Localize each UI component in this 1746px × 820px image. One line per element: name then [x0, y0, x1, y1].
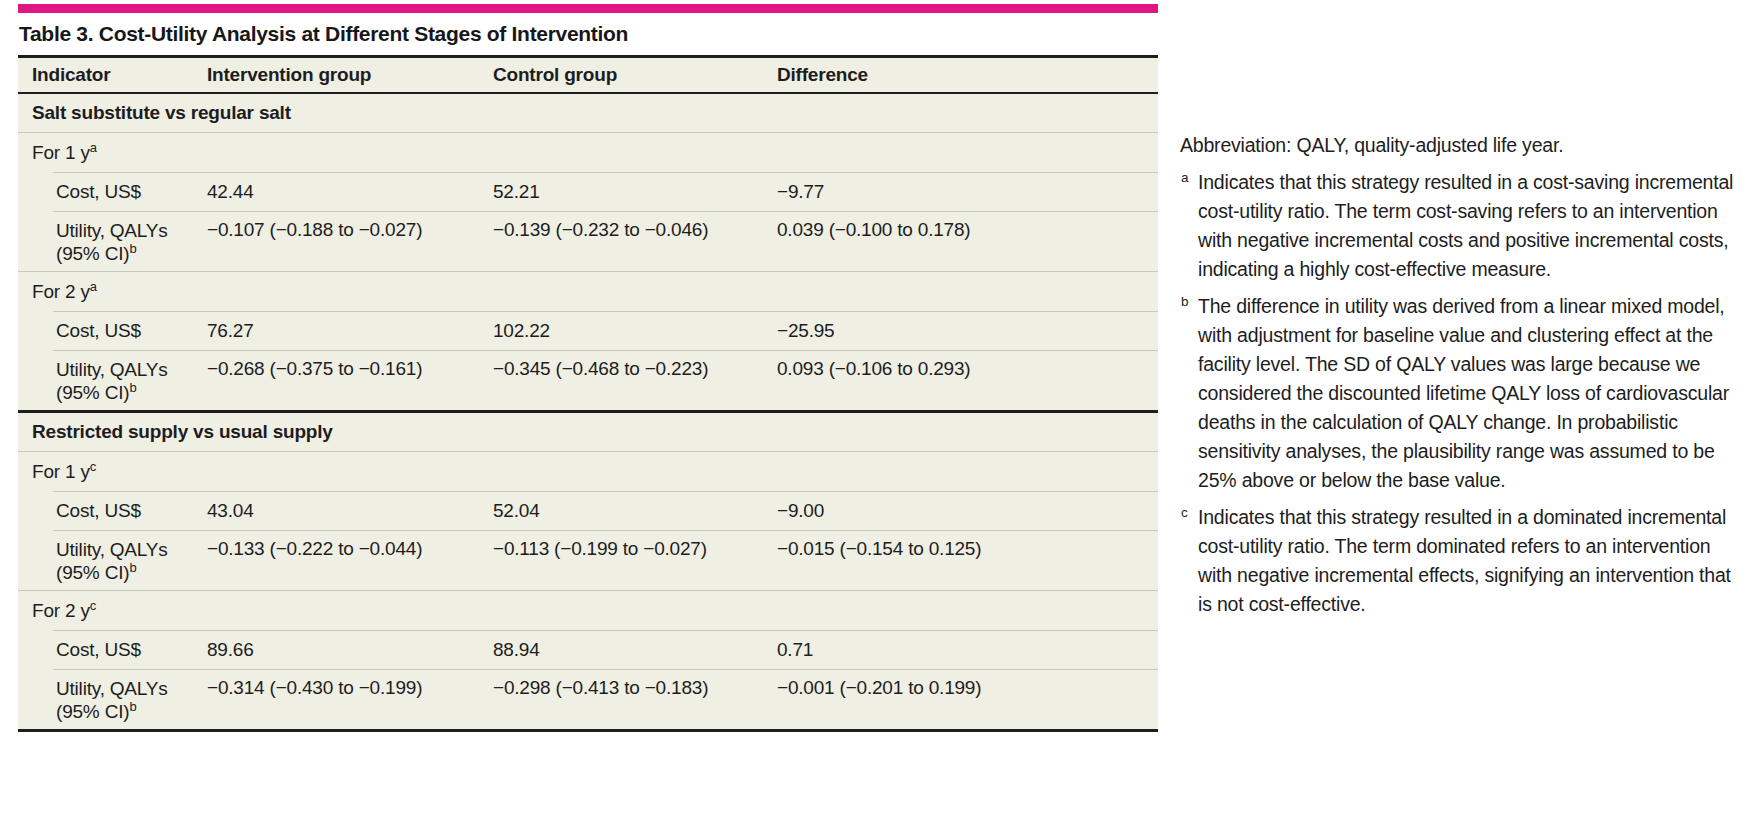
intervention-value-cell: 89.66 — [207, 639, 493, 661]
intervention-value-cell: 42.44 — [207, 181, 493, 203]
period-row: For 1 yc — [18, 452, 1158, 491]
period-row: For 2 ya — [18, 272, 1158, 311]
table-body: Salt substitute vs regular salt For 1 ya C… — [18, 94, 1158, 729]
indicator-cell: Cost, US$ — [18, 639, 207, 661]
table-row: Cost, US$76.27102.22−25.95 — [18, 312, 1158, 350]
cost-utility-table: Indicator Intervention group Control gro… — [18, 55, 1158, 732]
intervention-value-cell: 76.27 — [207, 320, 493, 342]
footnote-item: bThe difference in utility was derived f… — [1180, 292, 1746, 495]
indicator-cell: Utility, QALYs (95% CI)b — [18, 219, 207, 265]
section-header-label: Restricted supply vs usual supply — [18, 421, 1158, 443]
indicator-cell: Cost, US$ — [18, 181, 207, 203]
footnote-marker: a — [1180, 163, 1198, 279]
footnote-text: The difference in utility was derived fr… — [1198, 292, 1746, 495]
control-value-cell: −0.113 (−0.199 to −0.027) — [493, 538, 777, 560]
footnote-text: Indicates that this strategy resulted in… — [1198, 503, 1746, 619]
difference-value-cell: 0.71 — [777, 639, 1158, 661]
table-header-row: Indicator Intervention group Control gro… — [18, 55, 1158, 94]
control-value-cell: −0.345 (−0.468 to −0.223) — [493, 358, 777, 380]
intervention-value-cell: −0.133 (−0.222 to −0.044) — [207, 538, 493, 560]
footnote-item: cIndicates that this strategy resulted i… — [1180, 503, 1746, 619]
section-header-row: Salt substitute vs regular salt — [18, 94, 1158, 132]
intervention-value-cell: −0.268 (−0.375 to −0.161) — [207, 358, 493, 380]
indicator-cell: Utility, QALYs (95% CI)b — [18, 677, 207, 723]
period-label: For 1 yc — [18, 461, 1158, 483]
control-value-cell: 102.22 — [493, 320, 777, 342]
difference-value-cell: −9.00 — [777, 500, 1158, 522]
footnote-list: aIndicates that this strategy resulted i… — [1180, 168, 1746, 619]
footnote-marker: c — [1180, 498, 1198, 614]
difference-value-cell: −25.95 — [777, 320, 1158, 342]
table-row: Utility, QALYs (95% CI)b−0.107 (−0.188 t… — [18, 212, 1158, 271]
intervention-value-cell: −0.107 (−0.188 to −0.027) — [207, 219, 493, 241]
control-value-cell: −0.298 (−0.413 to −0.183) — [493, 677, 777, 699]
indicator-cell: Cost, US$ — [18, 320, 207, 342]
table-row: Cost, US$43.0452.04−9.00 — [18, 492, 1158, 530]
table-row: Utility, QALYs (95% CI)b−0.268 (−0.375 t… — [18, 351, 1158, 410]
indicator-cell: Cost, US$ — [18, 500, 207, 522]
period-row: For 2 yc — [18, 591, 1158, 630]
control-value-cell: 52.21 — [493, 181, 777, 203]
difference-value-cell: 0.093 (−0.106 to 0.293) — [777, 358, 1158, 380]
difference-value-cell: −0.015 (−0.154 to 0.125) — [777, 538, 1158, 560]
section-header-label: Salt substitute vs regular salt — [18, 102, 1158, 124]
period-row: For 1 ya — [18, 133, 1158, 172]
period-label: For 1 ya — [18, 142, 1158, 164]
table-row: Utility, QALYs (95% CI)b−0.314 (−0.430 t… — [18, 670, 1158, 729]
control-value-cell: 88.94 — [493, 639, 777, 661]
table-accent-bar — [18, 4, 1158, 13]
abbreviation-note: Abbreviation: QALY, quality-adjusted lif… — [1180, 131, 1746, 160]
footnote-item: aIndicates that this strategy resulted i… — [1180, 168, 1746, 284]
page: Table 3. Cost-Utility Analysis at Differ… — [0, 0, 1746, 820]
table-3-panel: Table 3. Cost-Utility Analysis at Differ… — [18, 0, 1158, 732]
table-row: Cost, US$89.6688.940.71 — [18, 631, 1158, 669]
footnote-text: Indicates that this strategy resulted in… — [1198, 168, 1746, 284]
period-label: For 2 ya — [18, 281, 1158, 303]
intervention-value-cell: 43.04 — [207, 500, 493, 522]
difference-value-cell: −9.77 — [777, 181, 1158, 203]
table-row: Cost, US$42.4452.21−9.77 — [18, 173, 1158, 211]
control-value-cell: −0.139 (−0.232 to −0.046) — [493, 219, 777, 241]
footnote-marker: b — [1180, 287, 1198, 490]
column-header-control-group: Control group — [493, 64, 777, 86]
footnotes-panel: Abbreviation: QALY, quality-adjusted lif… — [1180, 131, 1746, 619]
table-title: Table 3. Cost-Utility Analysis at Differ… — [19, 22, 1158, 46]
indicator-cell: Utility, QALYs (95% CI)b — [18, 358, 207, 404]
table-row: Utility, QALYs (95% CI)b−0.133 (−0.222 t… — [18, 531, 1158, 590]
column-header-indicator: Indicator — [18, 64, 207, 86]
intervention-value-cell: −0.314 (−0.430 to −0.199) — [207, 677, 493, 699]
column-header-intervention-group: Intervention group — [207, 64, 493, 86]
period-label: For 2 yc — [18, 600, 1158, 622]
difference-value-cell: −0.001 (−0.201 to 0.199) — [777, 677, 1158, 699]
control-value-cell: 52.04 — [493, 500, 777, 522]
column-header-difference: Difference — [777, 64, 1158, 86]
difference-value-cell: 0.039 (−0.100 to 0.178) — [777, 219, 1158, 241]
indicator-cell: Utility, QALYs (95% CI)b — [18, 538, 207, 584]
section-header-row: Restricted supply vs usual supply — [18, 413, 1158, 451]
